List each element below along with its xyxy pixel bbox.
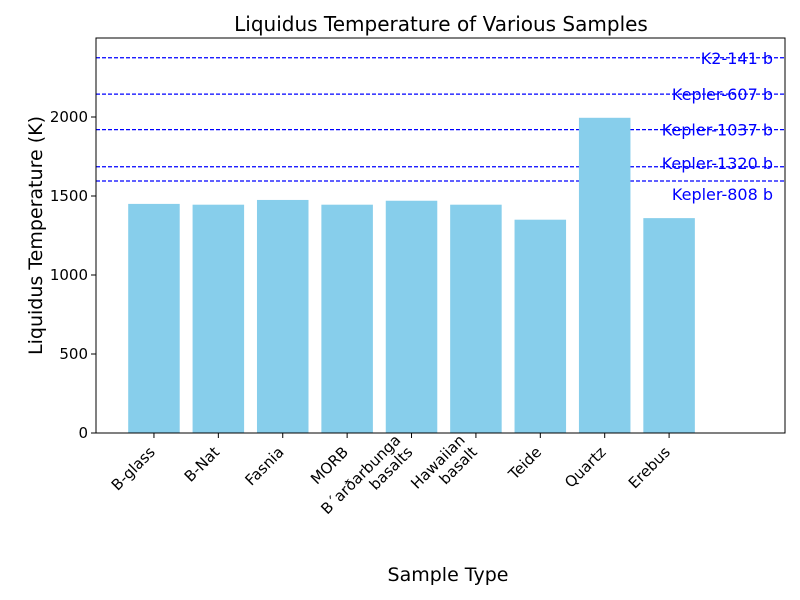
y-tick-label: 1000: [50, 266, 88, 284]
x-tick-label: B-Nat: [181, 443, 224, 486]
reference-labels: K2-141 b Kepler-607 b Kepler-1037 b Kepler-…: [662, 49, 773, 204]
reference-line-label: Kepler-808 b: [672, 185, 773, 204]
bar: [643, 218, 695, 433]
y-tick-label: 2000: [50, 108, 88, 126]
bar: [128, 203, 180, 433]
x-tick-label: B-glass: [108, 443, 159, 494]
bar: [450, 204, 502, 433]
x-tick-label: Hawaiianbasalt: [407, 431, 481, 505]
x-axis-label: Sample Type: [388, 564, 509, 586]
bar-series: [128, 117, 695, 433]
x-tick-label: Quartz: [561, 443, 609, 491]
y-tick-label: 500: [59, 345, 88, 363]
y-tick-label: 0: [78, 424, 88, 442]
x-tick-label: B´arðarbungabasalts: [317, 431, 416, 530]
bar: [256, 199, 309, 433]
x-tick-label: Teide: [504, 443, 545, 484]
reference-line-label: K2-141 b: [701, 49, 773, 68]
bar: [192, 204, 245, 433]
chart-title: Liquidus Temperature of Various Samples: [234, 12, 648, 36]
bar: [578, 117, 631, 433]
bar: [514, 219, 567, 433]
reference-line-label: Kepler-1320 b: [662, 154, 773, 173]
x-tick-label: Fasnia: [242, 443, 288, 489]
y-axis-label: Liquidus Temperature (K): [25, 116, 47, 355]
bar: [321, 204, 373, 433]
x-tick-label: Erebus: [625, 443, 674, 492]
y-axis: 0 500 1000 1500 2000: [50, 108, 96, 442]
bar: [385, 200, 438, 433]
reference-lines: [96, 57, 785, 182]
reference-line-label: Kepler-1037 b: [662, 121, 773, 140]
plot-frame: [95, 37, 786, 434]
y-tick-label: 1500: [50, 187, 88, 205]
reference-line-label: Kepler-607 b: [672, 85, 773, 104]
